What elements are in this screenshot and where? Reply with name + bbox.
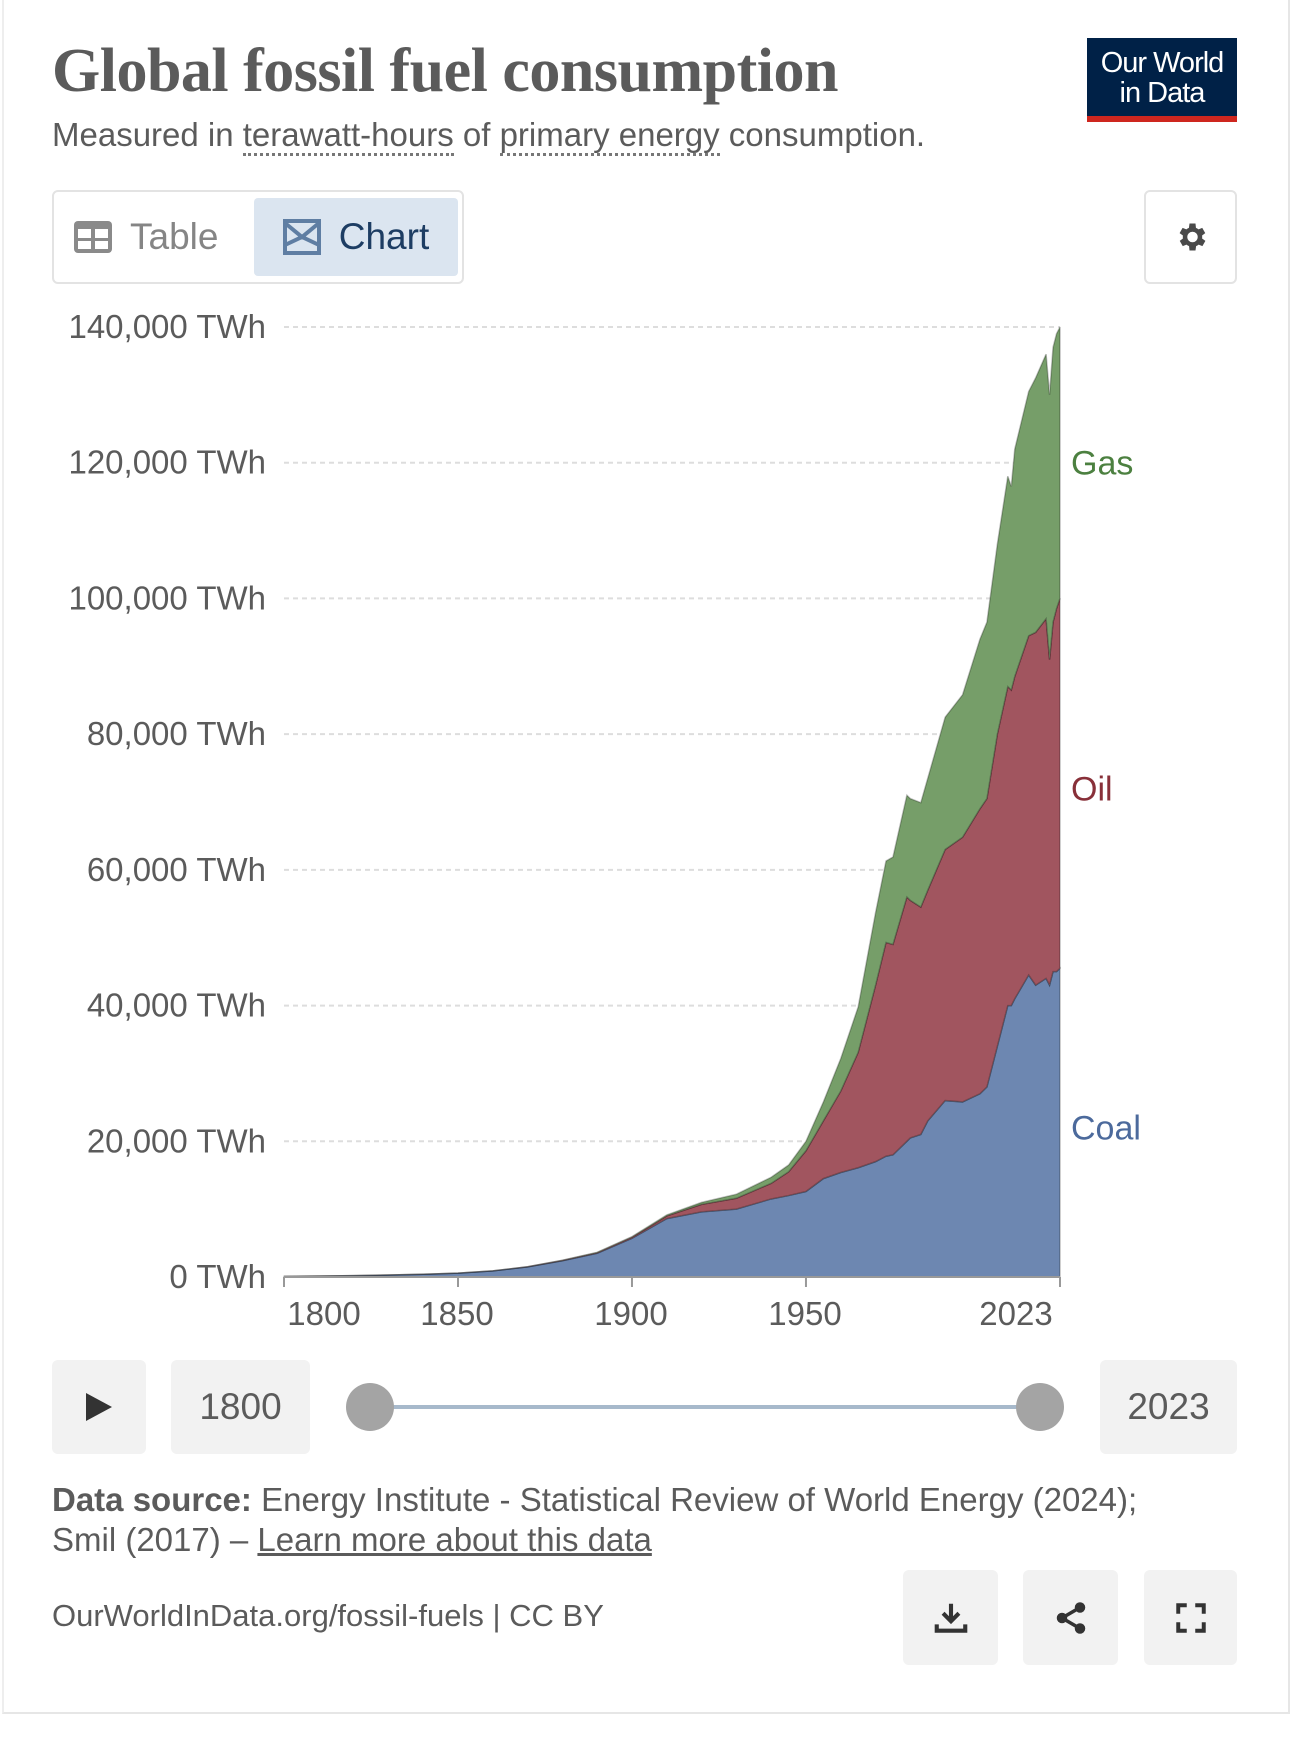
settings-button[interactable] [1144,190,1237,284]
series-label-gas: Gas [1071,445,1133,483]
x-tick-label: 1900 [594,1295,667,1332]
x-tick-label: 1950 [768,1295,841,1332]
subtitle: Measured in terawatt-hours of primary en… [52,116,926,156]
share-button[interactable] [1023,1570,1118,1665]
subtitle-text: Measured in [52,116,243,153]
footer-url: OurWorldInData.org/fossil-fuels | CC BY [52,1598,604,1633]
source-label: Data source: [52,1481,252,1518]
subtitle-text: of [453,116,500,153]
tab-table[interactable]: Table [74,198,218,276]
y-tick-label: 20,000 TWh [87,1122,266,1159]
x-tick-label: 2023 [979,1295,1052,1332]
play-icon [86,1393,112,1421]
fullscreen-icon [1175,1602,1206,1633]
fullscreen-button[interactable] [1144,1570,1237,1665]
y-tick-label: 140,000 TWh [68,308,266,345]
y-tick-label: 0 TWh [169,1258,266,1295]
y-tick-label: 40,000 TWh [87,987,266,1024]
download-icon [934,1603,967,1633]
series-label-coal: Coal [1071,1110,1141,1148]
logo-line: Our World [1100,47,1225,79]
data-source: Data source: Energy Institute - Statisti… [52,1480,1172,1560]
chart-icon [282,219,321,255]
timeline-start-handle[interactable] [346,1383,394,1431]
timeline-track[interactable] [370,1405,1040,1409]
timeline-end-handle[interactable] [1016,1383,1064,1431]
y-tick-label: 60,000 TWh [87,851,266,888]
y-tick-label: 120,000 TWh [68,444,266,481]
primary-energy-link[interactable]: primary energy [499,116,720,156]
gear-icon [1179,223,1205,251]
x-tick-label: 1800 [287,1295,360,1332]
tab-label: Chart [338,216,430,257]
owid-logo[interactable]: Our World in Data [1087,38,1237,122]
series-label-oil: Oil [1071,770,1113,808]
share-icon [1056,1601,1085,1634]
end-year-box[interactable]: 2023 [1100,1360,1237,1454]
start-year-box[interactable]: 1800 [171,1360,310,1454]
tab-label: Table [130,216,219,257]
logo-line: in Data [1119,77,1206,109]
learn-more-link[interactable]: Learn more about this data [257,1521,652,1558]
area-chart: 0 TWh 20,000 TWh 40,000 TWh 60,000 TWh 80,00… [68,308,1141,1332]
x-tick-label: 1850 [420,1295,493,1332]
y-tick-label: 100,000 TWh [68,579,266,616]
page-title: Global fossil fuel consumption [52,37,838,105]
subtitle-text: consumption. [719,116,926,153]
tab-chart[interactable]: Chart [254,198,458,276]
area-gas [283,326,1061,1278]
source-text: Energy Institute - Statistical Review of… [52,1481,1138,1558]
play-button[interactable] [52,1360,146,1454]
y-tick-label: 80,000 TWh [87,715,266,752]
view-tabs: Table Chart [52,190,464,284]
table-icon [74,221,112,253]
download-button[interactable] [903,1570,998,1665]
terawatt-hours-link[interactable]: terawatt-hours [242,116,454,156]
